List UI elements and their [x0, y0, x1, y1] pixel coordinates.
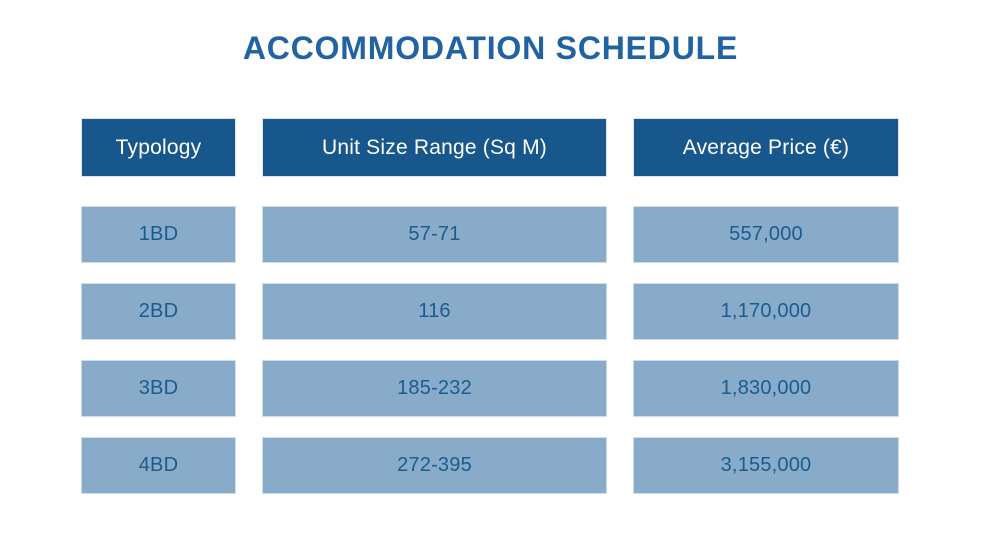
cell-unit-size-range: 116: [262, 283, 607, 340]
page-title: ACCOMMODATION SCHEDULE: [242, 30, 739, 66]
cell-average-price: 3,155,000: [633, 437, 899, 494]
table-body: 1BD 57-71 557,000 2BD 116 1,170,000 3BD …: [81, 206, 900, 494]
column-header-typology: Typology: [81, 118, 236, 177]
table-header-row: Typology Unit Size Range (Sq M) Average …: [81, 118, 900, 177]
cell-average-price: 557,000: [633, 206, 899, 263]
cell-unit-size-range: 272-395: [262, 437, 607, 494]
cell-typology: 4BD: [81, 437, 236, 494]
column-header-average-price: Average Price (€): [633, 118, 899, 177]
cell-average-price: 1,830,000: [633, 360, 899, 417]
cell-typology: 1BD: [81, 206, 236, 263]
table-row: 3BD 185-232 1,830,000: [81, 360, 900, 417]
accommodation-table: Typology Unit Size Range (Sq M) Average …: [81, 118, 900, 494]
table-row: 1BD 57-71 557,000: [81, 206, 900, 263]
table-row: 2BD 116 1,170,000: [81, 283, 900, 340]
column-header-unit-size-range: Unit Size Range (Sq M): [262, 118, 607, 177]
cell-average-price: 1,170,000: [633, 283, 899, 340]
cell-unit-size-range: 185-232: [262, 360, 607, 417]
table-row: 4BD 272-395 3,155,000: [81, 437, 900, 494]
cell-typology: 2BD: [81, 283, 236, 340]
cell-unit-size-range: 57-71: [262, 206, 607, 263]
cell-typology: 3BD: [81, 360, 236, 417]
